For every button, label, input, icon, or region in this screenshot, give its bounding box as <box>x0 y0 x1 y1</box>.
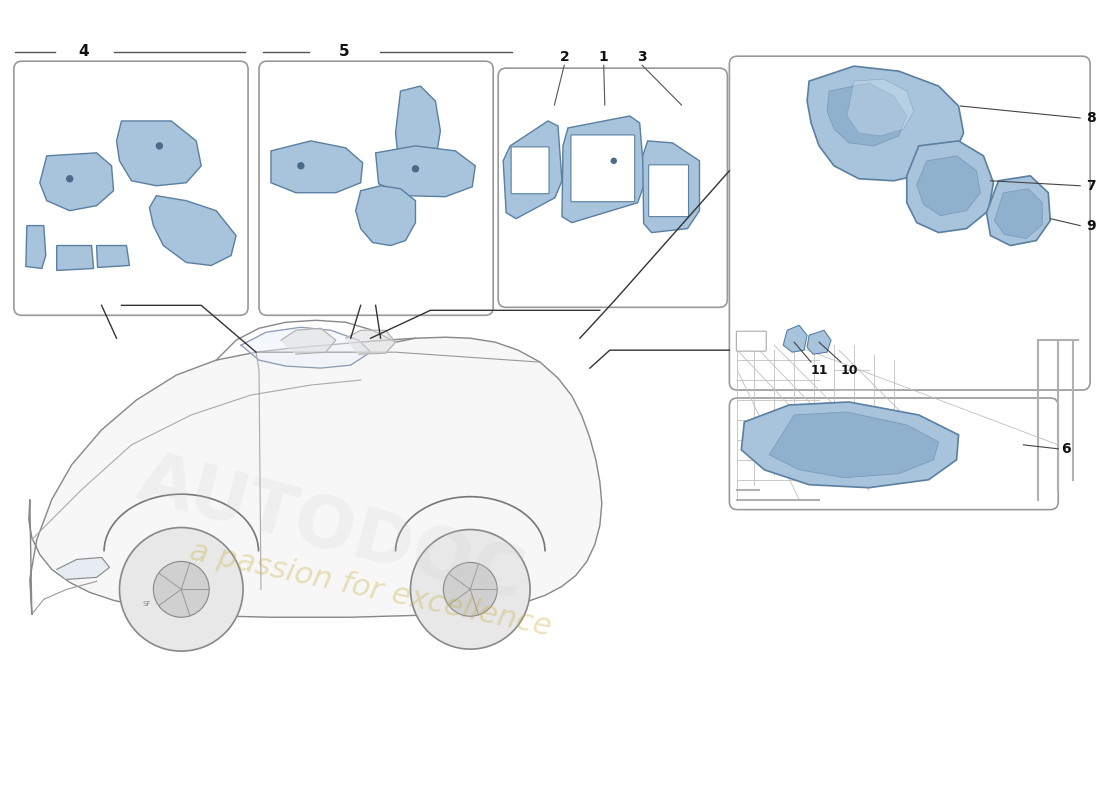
Text: 3: 3 <box>637 50 647 64</box>
Circle shape <box>443 562 497 616</box>
Circle shape <box>156 143 163 149</box>
Polygon shape <box>40 153 113 210</box>
Polygon shape <box>642 141 700 233</box>
Polygon shape <box>916 156 980 216</box>
FancyBboxPatch shape <box>649 165 689 217</box>
Circle shape <box>298 163 304 169</box>
Polygon shape <box>117 121 201 186</box>
Polygon shape <box>906 141 993 233</box>
Polygon shape <box>29 338 602 618</box>
Polygon shape <box>769 412 938 478</box>
Polygon shape <box>503 121 562 218</box>
FancyBboxPatch shape <box>498 68 727 307</box>
Polygon shape <box>562 116 645 222</box>
FancyBboxPatch shape <box>512 147 549 194</box>
Circle shape <box>412 166 418 172</box>
Polygon shape <box>375 146 475 197</box>
FancyBboxPatch shape <box>729 398 1058 510</box>
Text: 4: 4 <box>79 44 89 59</box>
Polygon shape <box>57 246 94 270</box>
Circle shape <box>153 562 209 618</box>
Text: 6: 6 <box>1062 442 1071 456</box>
Polygon shape <box>345 330 396 354</box>
FancyBboxPatch shape <box>14 61 249 315</box>
Polygon shape <box>827 83 906 146</box>
Text: 7: 7 <box>1087 178 1096 193</box>
Polygon shape <box>741 402 958 488</box>
Text: 1: 1 <box>598 50 608 64</box>
FancyBboxPatch shape <box>258 61 493 315</box>
Polygon shape <box>241 327 371 368</box>
Text: 9: 9 <box>1087 218 1096 233</box>
Polygon shape <box>807 66 964 181</box>
Text: 11: 11 <box>811 364 828 377</box>
Polygon shape <box>783 326 807 352</box>
Text: SF: SF <box>142 602 151 607</box>
Polygon shape <box>807 330 830 354</box>
Polygon shape <box>396 86 440 181</box>
Text: AUTODOC: AUTODOC <box>130 445 531 614</box>
FancyBboxPatch shape <box>571 135 635 202</box>
Circle shape <box>67 176 73 182</box>
Polygon shape <box>355 186 416 246</box>
Circle shape <box>410 530 530 649</box>
Polygon shape <box>280 328 336 354</box>
Text: 8: 8 <box>1087 111 1096 125</box>
Text: 5: 5 <box>339 44 349 59</box>
Polygon shape <box>25 226 46 269</box>
FancyBboxPatch shape <box>729 56 1090 390</box>
Polygon shape <box>987 176 1050 246</box>
Polygon shape <box>847 79 914 136</box>
Text: a passion for excellence: a passion for excellence <box>187 537 554 642</box>
Circle shape <box>120 527 243 651</box>
Polygon shape <box>271 141 363 193</box>
Text: 2: 2 <box>560 50 569 64</box>
FancyBboxPatch shape <box>736 331 767 351</box>
Polygon shape <box>97 246 130 267</box>
Text: 10: 10 <box>840 364 858 377</box>
Polygon shape <box>57 558 110 579</box>
Circle shape <box>612 158 616 163</box>
Polygon shape <box>150 196 236 266</box>
Polygon shape <box>994 189 1043 238</box>
